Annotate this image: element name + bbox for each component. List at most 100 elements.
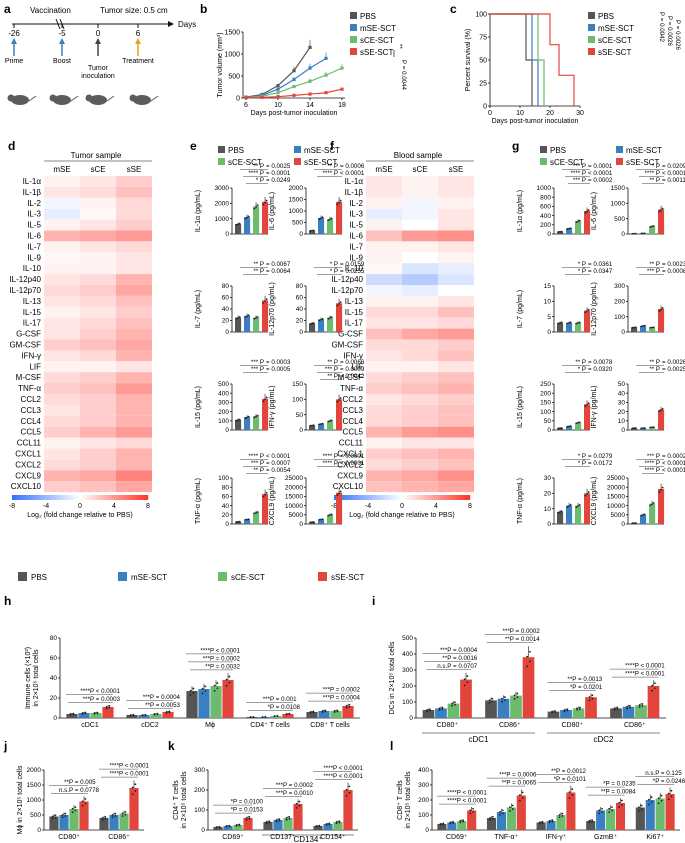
data-dot [189, 694, 192, 696]
heatmap-row-label: LIF [29, 362, 41, 371]
data-dot [649, 504, 652, 507]
data-dot [561, 815, 564, 817]
p-value: < 0.0001 [266, 453, 291, 460]
bar [336, 399, 343, 430]
colorbar-segment [22, 495, 25, 500]
data-dot [577, 220, 579, 223]
data-dot [238, 520, 241, 523]
heatmap-row-label: IL-15 [345, 308, 364, 317]
heatmap-cell [438, 219, 474, 231]
p-value: < 0.0001 [340, 460, 365, 467]
panel-letter: b [200, 2, 207, 16]
bar [615, 803, 626, 830]
data-dot [650, 801, 653, 803]
legend-label: sCE-SCT [360, 36, 394, 45]
heatmap-cell [438, 350, 474, 362]
p-value: P = 0.0002 [510, 628, 541, 635]
sig-stars: *** [276, 790, 284, 797]
p-value: P = 0.0026 [666, 16, 673, 47]
colorbar-tick: -4 [43, 503, 49, 510]
sig-stars: *** P [251, 366, 264, 373]
y-axis-label: CXCL9 (pg/mL) [269, 477, 276, 526]
heatmap-cell [116, 426, 152, 438]
y-tick-label: 300 [418, 782, 429, 789]
event-arrowhead [95, 38, 101, 44]
y-axis-label: IFN-γ (pg/mL) [269, 385, 276, 428]
heatmap-cell [44, 176, 80, 187]
heatmap-row-label: IL-9 [27, 253, 41, 262]
colorbar-segment [422, 495, 425, 500]
bar [485, 700, 497, 718]
data-dot [295, 802, 298, 805]
panel-letter: f [330, 139, 335, 153]
data-dot [321, 216, 324, 219]
heatmap-cell [366, 372, 402, 384]
data-dot [643, 513, 646, 516]
colorbar-segment [16, 495, 19, 500]
sig-stars: *** [263, 696, 271, 703]
heatmap-cell [366, 361, 402, 373]
sig-stars: *** [440, 647, 448, 654]
data-dot [504, 699, 506, 702]
data-dot [264, 493, 266, 496]
y-tick-label: 300 [218, 400, 229, 407]
data-dot [348, 705, 351, 708]
data-dot [518, 794, 521, 797]
y-tick-label: 400 [402, 651, 413, 658]
colorbar-segment [62, 495, 65, 500]
data-dot [566, 322, 569, 325]
heatmap-row-label: IL-5 [349, 221, 363, 230]
data-dot [253, 207, 256, 210]
colorbar-segment [140, 495, 143, 500]
data-dot [309, 521, 312, 524]
legend-swatch [318, 572, 327, 581]
heatmap-cell [116, 394, 152, 405]
colorbar-segment [54, 495, 57, 500]
heatmap-cell [116, 459, 152, 471]
bar [253, 206, 260, 234]
p-value: = 0.0025 [266, 163, 291, 170]
data-dot [101, 816, 104, 819]
heatmap-cell [44, 274, 80, 285]
p-value: = 0.0361 [588, 261, 613, 268]
data-dot [311, 424, 313, 427]
data-dot [265, 199, 268, 202]
legend-label: PBS [550, 146, 566, 155]
data-dot [213, 684, 216, 687]
bar [333, 822, 343, 830]
colorbar-segment [428, 495, 431, 500]
heatmap-cell [80, 372, 116, 384]
heatmap-cell [80, 350, 116, 362]
data-dot [288, 816, 291, 818]
heatmap-cell [80, 208, 116, 220]
colorbar-segment [442, 495, 445, 500]
bar [435, 708, 447, 718]
data-point [308, 79, 312, 83]
bar [566, 426, 573, 430]
y-tick-label: 2000 [27, 767, 42, 774]
data-dot [511, 808, 514, 810]
y-tick-label: 40 [222, 503, 230, 510]
x-tick-label: CD80⁺ [436, 722, 458, 729]
data-dot [559, 511, 561, 513]
x-tick-label: CD4⁺ T cells [250, 722, 290, 729]
data-dot [329, 218, 331, 221]
colorbar-segment [408, 495, 411, 500]
bar [572, 708, 585, 718]
data-dot [245, 818, 248, 821]
data-dot [449, 821, 452, 824]
data-dot [141, 714, 144, 716]
bar [645, 800, 655, 830]
bar [79, 801, 89, 830]
sig-stars: **** [200, 647, 210, 654]
data-point [324, 56, 328, 60]
data-dot [321, 422, 324, 425]
data-dot [124, 813, 127, 816]
colorbar-segment [424, 495, 427, 500]
data-dot [651, 503, 653, 506]
heatmap-cell [366, 404, 402, 416]
event-label: Boost [53, 58, 71, 65]
bar [327, 420, 334, 430]
bar [198, 689, 210, 718]
data-dot [262, 495, 265, 498]
